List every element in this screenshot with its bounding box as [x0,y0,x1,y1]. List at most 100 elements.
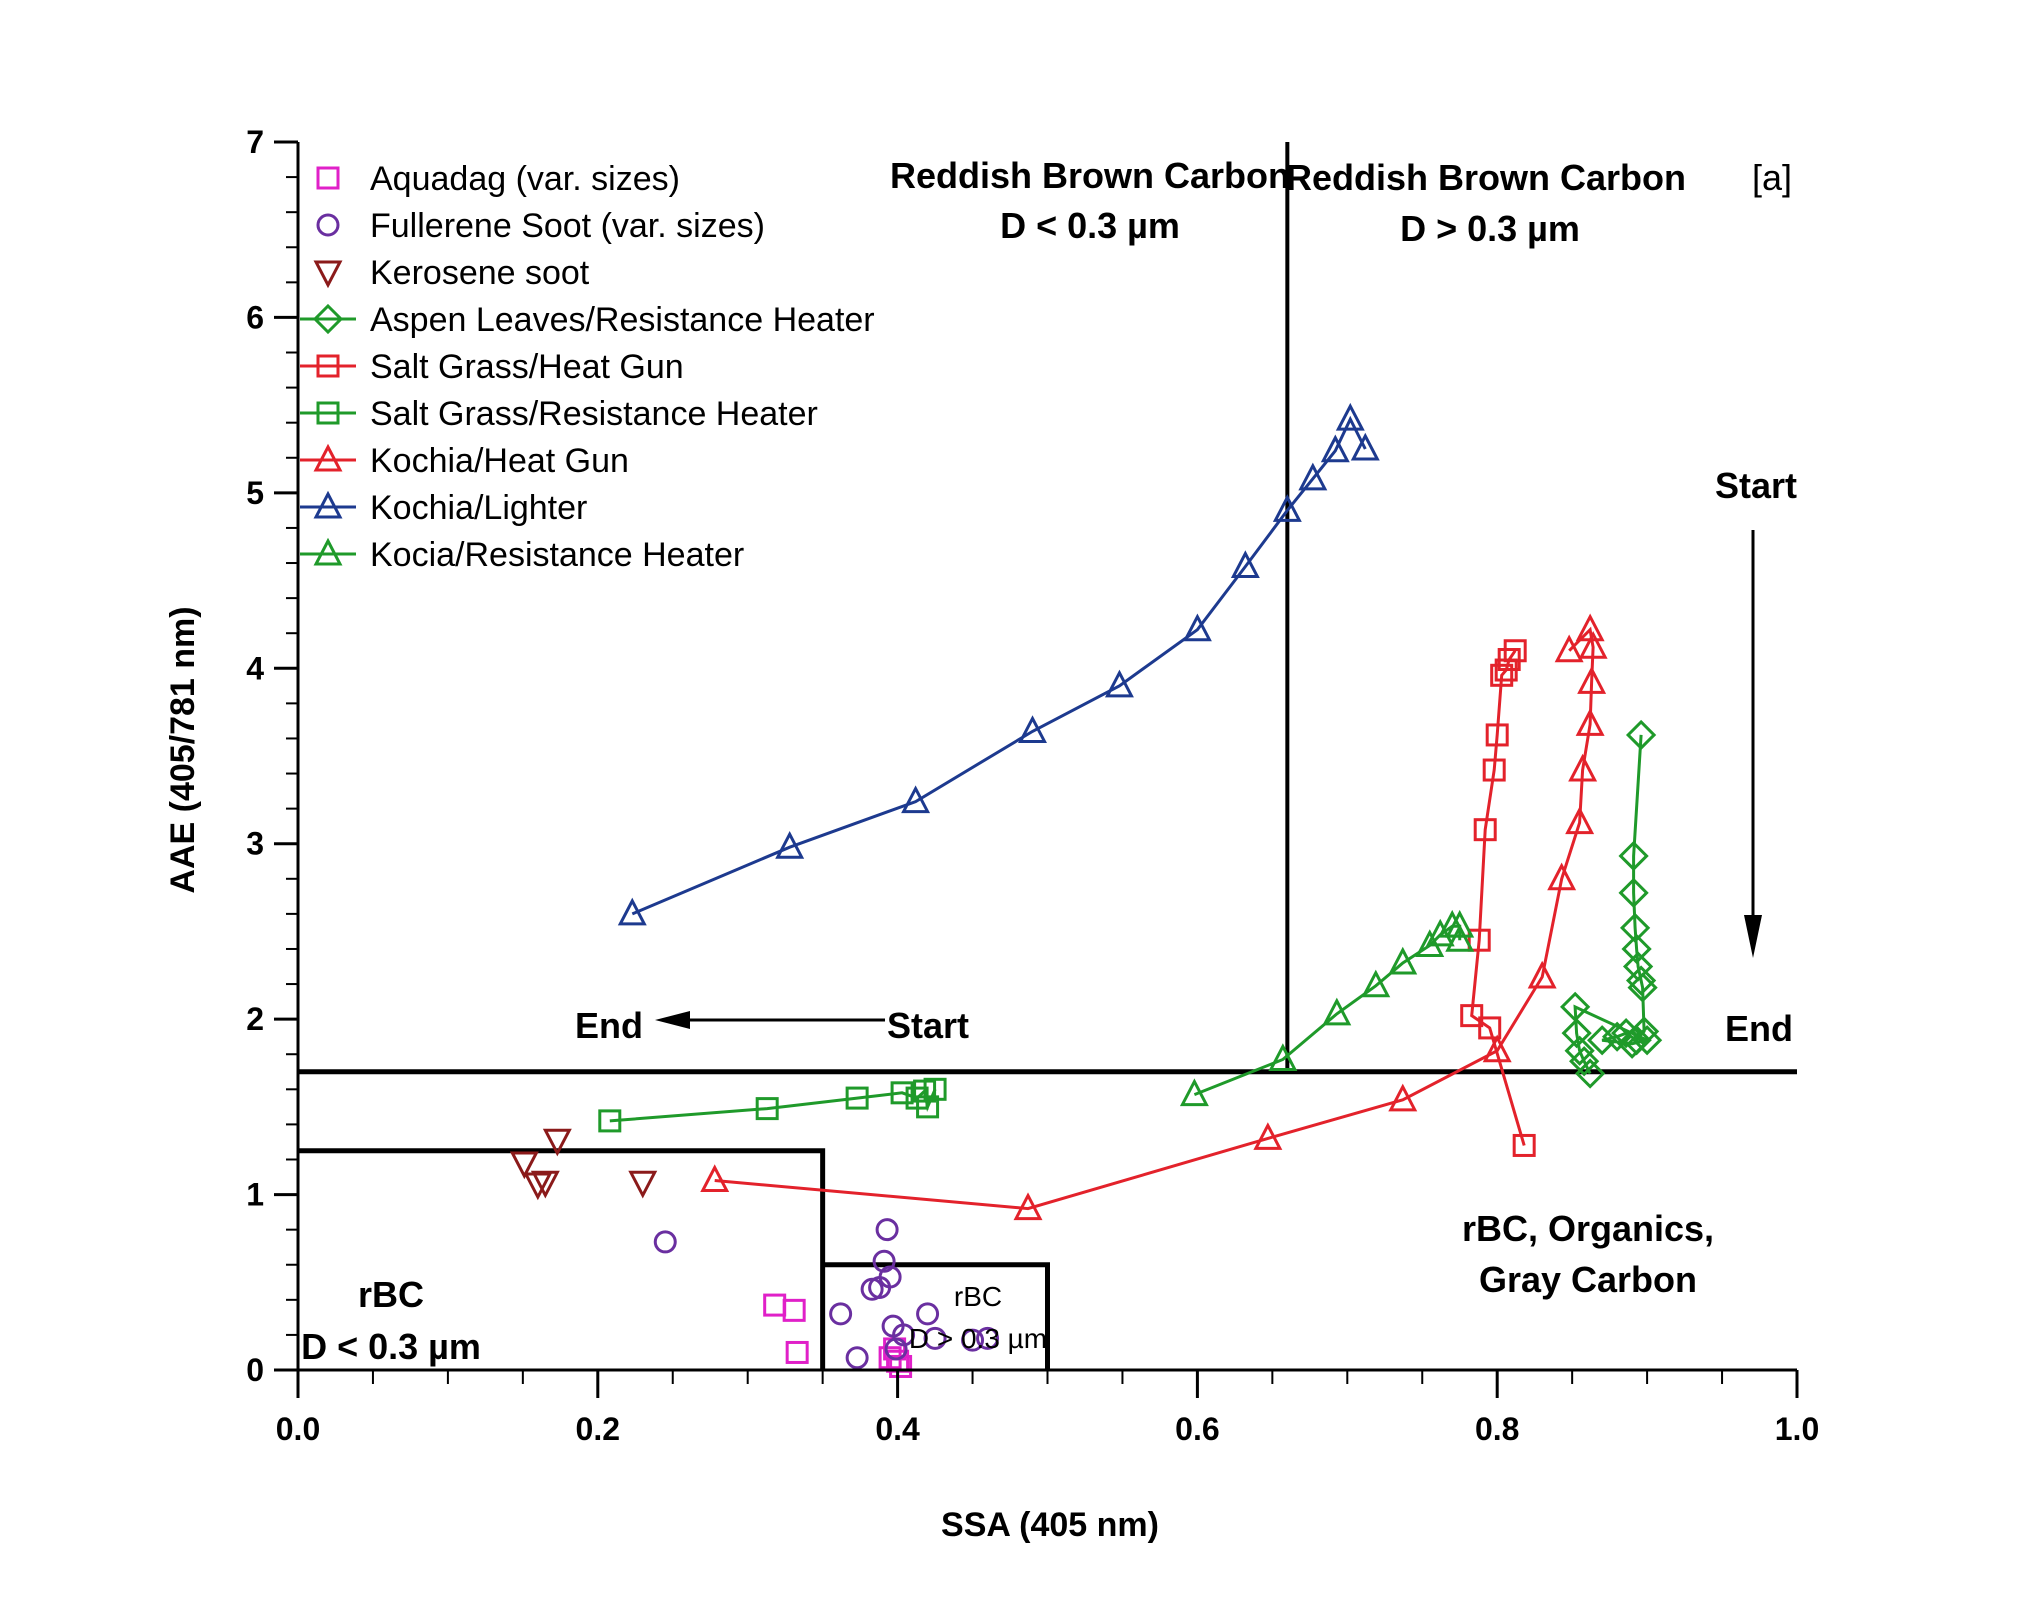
data-point [1388,1083,1418,1112]
data-point [1272,494,1302,522]
data-point [1577,666,1607,694]
rbc-region-box-0 [298,1148,826,1370]
annotation-brc-small-2: D < 0.3 µm [1000,205,1180,246]
data-point [1322,997,1352,1026]
data-point [1578,630,1608,659]
legend-label: Aquadag (var. sizes) [370,160,680,198]
x-tick-label: 0.8 [1475,1411,1519,1447]
data-point [884,1337,908,1361]
annotation-end-right: End [1725,1008,1793,1049]
rbc-region-box-1 [822,1262,1050,1370]
legend-marker [313,443,343,472]
data-point [1253,1122,1283,1150]
series-5 [598,1077,947,1133]
legend-label: Aspen Leaves/Resistance Heater [370,301,875,339]
legend-entry-5: Salt Grass/Resistance Heater [300,395,818,433]
data-point [878,1265,902,1289]
x-tick-label: 0.4 [875,1411,920,1447]
data-point [1618,877,1649,908]
x-tick-label: 0.0 [276,1411,320,1447]
series-6 [700,613,1608,1221]
data-point [890,1081,914,1105]
legend-marker [313,490,343,519]
data-point [1182,613,1212,642]
series-8 [1179,909,1475,1107]
data-point [1018,715,1047,743]
annotation-rbc-small-2: D < 0.3 µm [301,1326,481,1367]
legend-entry-6: Kochia/Heat Gun [300,442,629,480]
data-point [1478,1016,1502,1040]
data-point [1569,1046,1600,1077]
data-point [775,830,805,859]
data-point [617,897,647,926]
data-point [1565,806,1595,835]
data-point [1527,960,1557,989]
series-line [609,1088,937,1123]
legend: Aquadag (var. sizes) Fullerene Soot (var.… [300,160,875,574]
data-point [1467,928,1491,952]
data-point [782,1298,806,1322]
series-3 [1560,719,1663,1089]
data-point [1564,1035,1595,1066]
data-point [1621,933,1652,965]
annotation-organics-1: rBC, Organics, [1462,1208,1714,1249]
data-point [1298,462,1328,491]
legend-marker [312,303,344,335]
x-tick-label: 1.0 [1775,1411,1819,1447]
arrow-down-head [1744,915,1762,958]
annotation-start-left: Start [887,1005,969,1046]
legend-entry-8: Kocia/Resistance Heater [300,536,744,574]
legend-marker [316,166,340,190]
data-point [1460,1004,1484,1028]
data-point [1361,969,1391,998]
data-point [1547,862,1577,891]
data-point [872,1249,896,1273]
data-point [1619,912,1651,944]
series-4 [1460,639,1536,1157]
data-point [530,1170,560,1199]
data-point [1230,550,1260,579]
data-point [1320,434,1350,463]
axes: 0.0 0.2 0.4 0.6 0.8 1.0 0 1 2 3 4 5 6 7 [246,124,1819,1447]
data-point [1625,965,1657,996]
data-point [1445,909,1475,938]
x-tick-label: 0.2 [576,1411,620,1447]
legend-label: Kochia/Heat Gun [370,442,629,480]
legend-entry-1: Fullerene Soot (var. sizes) [316,207,765,245]
data-point [1631,1025,1663,1056]
annotation-start-top: Start [1715,465,1797,506]
data-point [1587,1025,1618,1056]
series-2 [509,1128,658,1201]
data-point [1490,663,1514,687]
data-point [700,1164,730,1193]
data-point [916,1302,940,1326]
series-line [1193,924,1462,1096]
data-point [1627,972,1658,1003]
legend-label: Fullerene Soot (var. sizes) [370,207,765,245]
data-point [1561,1018,1592,1049]
data-point [1575,708,1605,736]
data-point [892,1323,916,1347]
data-point [1104,669,1134,698]
data-point [845,1346,869,1370]
annotation-end-left: End [575,1005,643,1046]
data-point [1503,639,1527,663]
series-7 [617,402,1380,926]
legend-label: Salt Grass/Heat Gun [370,348,684,386]
arrows [655,530,1762,1029]
data-point [901,785,931,814]
y-tick-label: 5 [246,475,264,511]
series-line [714,626,1595,1211]
data-point [1625,719,1657,751]
legend-entry-3: Aspen Leaves/Resistance Heater [300,301,875,339]
series-layer [509,402,1663,1378]
legend-marker [316,213,340,237]
y-tick-label: 0 [246,1352,264,1388]
data-point [1610,1018,1642,1049]
legend-label: Kochia/Lighter [370,489,587,527]
legend-label: Salt Grass/Resistance Heater [370,395,818,433]
annotation-rbc-small-1: rBC [358,1274,424,1315]
legend-label: Kocia/Resistance Heater [370,536,744,574]
y-axis-label: AAE (405/781 nm) [164,606,202,893]
data-point [509,1151,539,1180]
